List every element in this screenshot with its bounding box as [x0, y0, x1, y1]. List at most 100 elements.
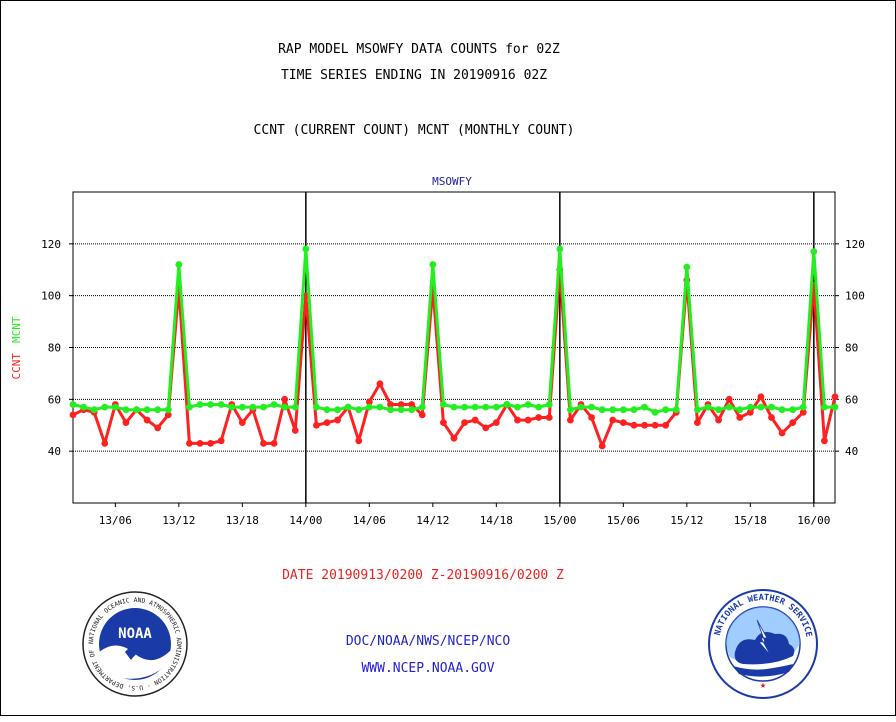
x-tick-label: 13/12	[162, 514, 195, 527]
station-label: MSOWFY	[432, 175, 472, 188]
data-point-mcnt	[778, 406, 786, 414]
data-point-mcnt	[556, 245, 564, 253]
data-point-mcnt	[577, 403, 585, 411]
data-point-ccnt	[376, 380, 384, 388]
data-point-ccnt	[567, 416, 574, 424]
data-point-mcnt	[694, 406, 701, 414]
data-point-ccnt	[799, 408, 807, 416]
x-tick-label: 14/18	[480, 514, 513, 527]
data-point-ccnt	[821, 437, 828, 445]
data-point-ccnt	[535, 414, 543, 421]
data-point-ccnt	[598, 442, 606, 450]
data-point-mcnt	[80, 403, 87, 411]
data-point-mcnt	[619, 406, 627, 414]
x-tick-label: 16/00	[797, 514, 830, 527]
data-point-ccnt	[715, 416, 722, 424]
data-point-mcnt	[313, 403, 320, 411]
data-point-mcnt	[323, 406, 331, 414]
x-tick-label: 15/18	[734, 514, 767, 527]
data-point-ccnt	[270, 439, 278, 447]
data-point-mcnt	[228, 403, 236, 411]
data-point-mcnt	[238, 403, 246, 411]
data-point-mcnt	[598, 406, 606, 414]
data-point-ccnt	[757, 393, 765, 401]
data-point-mcnt	[387, 406, 394, 414]
y-tick-label-right: 120	[845, 238, 865, 251]
data-point-mcnt	[101, 403, 109, 411]
data-point-mcnt	[799, 403, 807, 411]
data-point-ccnt	[101, 439, 109, 447]
y-label-ccnt: CCNT	[10, 353, 23, 380]
data-point-mcnt	[821, 403, 828, 411]
data-point-ccnt	[694, 419, 701, 427]
data-point-mcnt	[450, 403, 458, 411]
data-point-ccnt	[365, 398, 373, 406]
data-point-ccnt	[514, 416, 521, 424]
data-point-ccnt	[207, 439, 214, 447]
y-tick-label-left: 40	[48, 445, 61, 458]
data-point-mcnt	[630, 406, 638, 414]
y-tick-label-right: 40	[845, 445, 858, 458]
data-point-ccnt	[609, 416, 617, 424]
x-tick-label: 15/06	[607, 514, 640, 527]
y-tick-label-right: 100	[845, 290, 865, 303]
y-tick-label-left: 80	[48, 342, 61, 355]
url-link[interactable]: WWW.NCEP.NOAA.GOV	[361, 661, 494, 676]
data-point-mcnt	[482, 403, 490, 411]
x-tick-label: 14/06	[353, 514, 386, 527]
data-point-mcnt	[143, 406, 151, 414]
y-tick-label-right: 80	[845, 342, 858, 355]
data-point-ccnt	[831, 393, 839, 401]
data-point-mcnt	[672, 406, 680, 414]
svg-text:★: ★	[760, 680, 766, 691]
x-tick-label: 13/06	[99, 514, 132, 527]
data-point-ccnt	[291, 427, 299, 434]
data-point-ccnt	[588, 414, 595, 421]
data-point-mcnt	[471, 403, 479, 411]
data-point-ccnt	[440, 419, 447, 427]
data-point-mcnt	[746, 403, 754, 411]
data-point-mcnt	[111, 403, 119, 411]
data-point-mcnt	[376, 403, 384, 411]
data-point-ccnt	[482, 424, 490, 432]
data-point-ccnt	[408, 401, 416, 408]
y-tick-label-left: 60	[48, 393, 61, 406]
data-point-mcnt	[492, 403, 500, 411]
data-point-ccnt	[768, 414, 775, 421]
data-point-ccnt	[154, 424, 162, 432]
x-tick-label: 14/12	[416, 514, 449, 527]
y-axis-label: CCNT MCNT	[10, 316, 23, 379]
data-point-mcnt	[355, 406, 363, 414]
data-point-ccnt	[619, 419, 627, 427]
data-point-mcnt	[249, 403, 257, 411]
data-point-ccnt	[471, 416, 479, 424]
data-point-ccnt	[196, 439, 204, 447]
data-point-ccnt	[281, 395, 289, 403]
x-tick-label: 15/00	[543, 514, 576, 527]
data-point-mcnt	[651, 408, 659, 416]
data-point-ccnt	[778, 429, 786, 437]
data-point-mcnt	[429, 261, 437, 268]
data-point-ccnt	[450, 434, 458, 442]
data-point-ccnt	[334, 416, 341, 424]
data-point-ccnt	[122, 419, 130, 427]
date-range: DATE 20190913/0200 Z-20190916/0200 Z	[282, 568, 564, 583]
data-point-ccnt	[662, 421, 670, 429]
data-point-mcnt	[344, 403, 352, 411]
data-point-ccnt	[323, 419, 331, 427]
data-point-mcnt	[524, 401, 532, 408]
data-point-mcnt	[164, 406, 172, 414]
data-point-mcnt	[503, 401, 511, 408]
data-point-mcnt	[461, 403, 468, 411]
x-tick-label: 15/12	[670, 514, 703, 527]
data-point-mcnt	[789, 406, 797, 414]
y-tick-label-left: 120	[41, 238, 61, 251]
data-point-mcnt	[69, 401, 77, 408]
data-point-mcnt	[186, 403, 193, 411]
noaa-logo: NOAA NATIONAL OCEANIC AND ATMOSPHERIC AD…	[82, 591, 188, 697]
data-point-ccnt	[143, 416, 151, 424]
data-point-mcnt	[641, 403, 648, 411]
data-point-ccnt	[355, 437, 363, 445]
data-point-ccnt	[641, 421, 648, 429]
data-point-mcnt	[302, 245, 310, 253]
